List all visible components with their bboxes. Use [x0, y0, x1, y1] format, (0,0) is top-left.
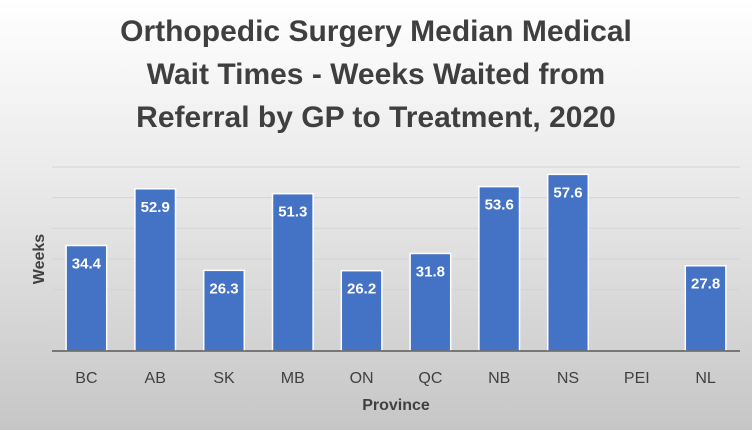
bar-bc — [65, 244, 108, 352]
data-label-ns: 57.6 — [553, 184, 582, 201]
bar-sk — [202, 269, 246, 352]
x-tick-qc: QC — [418, 370, 442, 387]
bar-ns — [546, 173, 590, 352]
bar-nb — [478, 185, 521, 352]
x-tick-nb: NB — [488, 370, 510, 387]
x-axis-title: Province — [362, 397, 430, 414]
x-tick-ab: AB — [145, 370, 166, 387]
data-label-ab: 52.9 — [141, 199, 170, 216]
data-label-qc: 31.8 — [416, 263, 445, 280]
bar-nl — [684, 264, 727, 352]
data-label-sk: 26.3 — [209, 280, 238, 297]
x-tick-nl: NL — [695, 370, 716, 387]
bar-on — [340, 269, 383, 352]
x-tick-sk: SK — [213, 370, 235, 387]
x-tick-on: ON — [350, 370, 374, 387]
chart-title: Orthopedic Surgery Median Medical Wait T… — [120, 15, 632, 134]
bars — [65, 173, 727, 352]
data-label-bc: 34.4 — [72, 256, 102, 273]
data-label-nl: 27.8 — [691, 276, 720, 293]
data-label-nb: 53.6 — [485, 197, 514, 214]
bar-mb — [271, 192, 314, 352]
x-tick-ns: NS — [557, 370, 579, 387]
x-tick-mb: MB — [281, 370, 305, 387]
x-tick-labels: BC AB SK MB ON QC NB NS PEI NL — [75, 370, 716, 387]
data-labels: 34.4 52.9 26.3 51.3 26.2 31.8 53.6 57.6 27.8 — [72, 184, 720, 297]
bar-qc — [409, 252, 452, 352]
data-label-mb: 51.3 — [278, 204, 307, 221]
x-tick-bc: BC — [75, 370, 97, 387]
x-tick-pei: PEI — [624, 370, 650, 387]
y-axis-title: Weeks — [31, 234, 48, 285]
bar-ab — [134, 188, 177, 352]
data-label-on: 26.2 — [347, 281, 376, 298]
